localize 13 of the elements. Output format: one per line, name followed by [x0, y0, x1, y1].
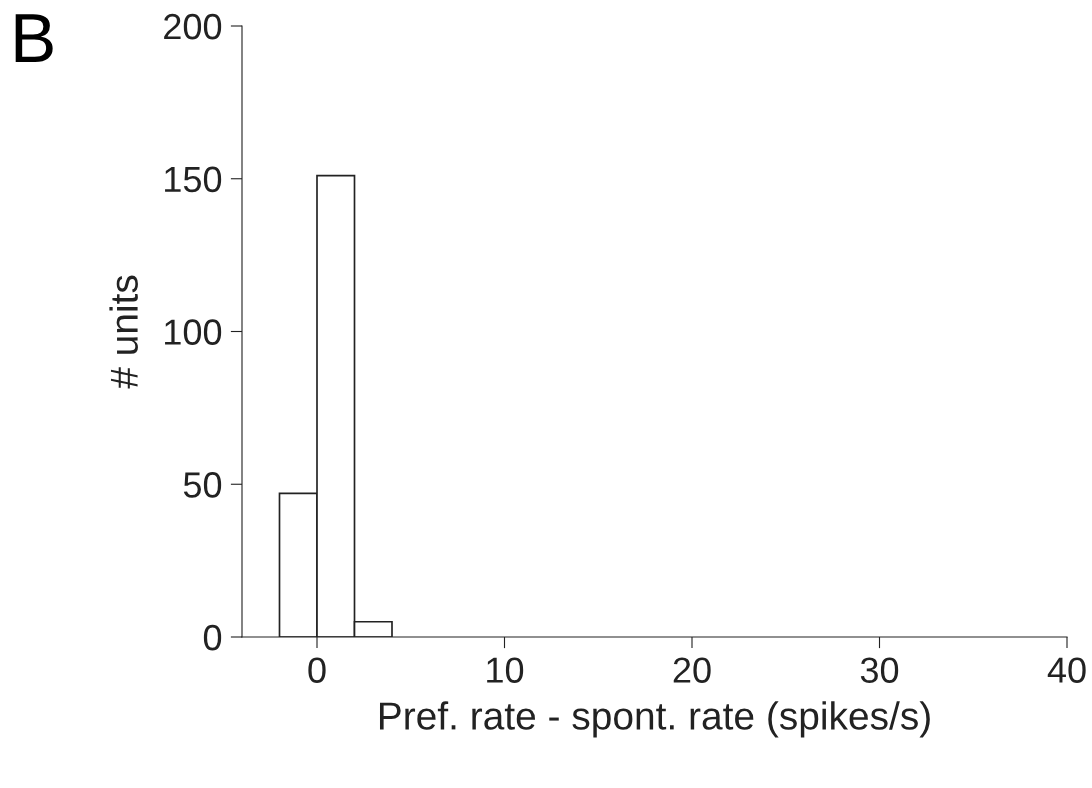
y-tick-label: 0: [203, 624, 222, 651]
x-tick-label: 0: [308, 657, 326, 683]
y-tick-label: 200: [164, 13, 222, 40]
x-tick-label: 20: [673, 657, 711, 683]
y-tick-label: 50: [183, 472, 222, 498]
y-tick-label: 150: [165, 166, 222, 193]
x-tick-label: 40: [1047, 657, 1086, 683]
y-axis-title: # units: [109, 275, 138, 389]
x-tick-label: 10: [487, 657, 524, 683]
y-tick-label: 100: [165, 319, 222, 345]
x-tick-label: 30: [860, 657, 899, 683]
x-axis-title: Pref. rate - spont. rate (spikes/s): [379, 701, 930, 738]
chart-title: B: [15, 14, 53, 62]
